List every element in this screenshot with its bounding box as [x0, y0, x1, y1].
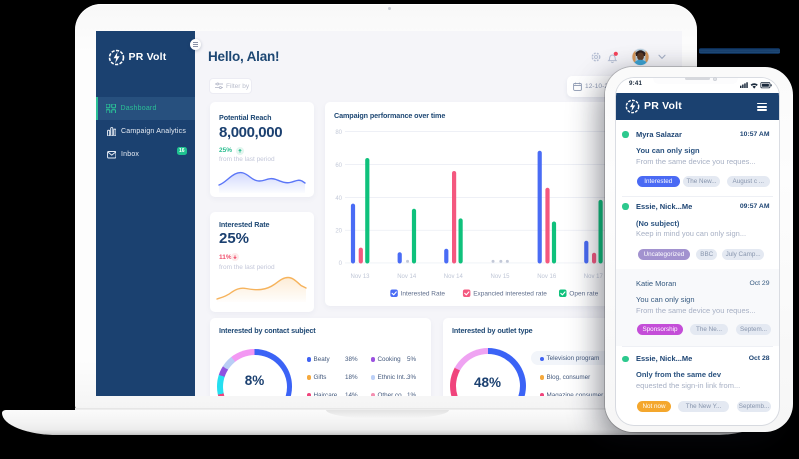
svg-text:Nov 15: Nov 15 — [490, 274, 510, 280]
svg-text:40: 40 — [335, 196, 342, 202]
svg-text:0: 0 — [339, 261, 343, 267]
svg-text:Expancied interested rate: Expancied interested rate — [473, 291, 547, 298]
svg-text:Nov 13: Nov 13 — [350, 274, 370, 280]
svg-text:60: 60 — [335, 163, 342, 169]
svg-text:Nov 17: Nov 17 — [584, 274, 604, 280]
svg-text:20: 20 — [335, 229, 342, 235]
svg-text:Nov 14: Nov 14 — [397, 274, 417, 280]
svg-text:Nov 14: Nov 14 — [444, 274, 464, 280]
svg-text:Interested Rate: Interested Rate — [401, 291, 446, 298]
svg-text:Nov 16: Nov 16 — [537, 274, 557, 280]
svg-text:Open rate: Open rate — [569, 291, 598, 298]
svg-text:80: 80 — [335, 130, 342, 136]
